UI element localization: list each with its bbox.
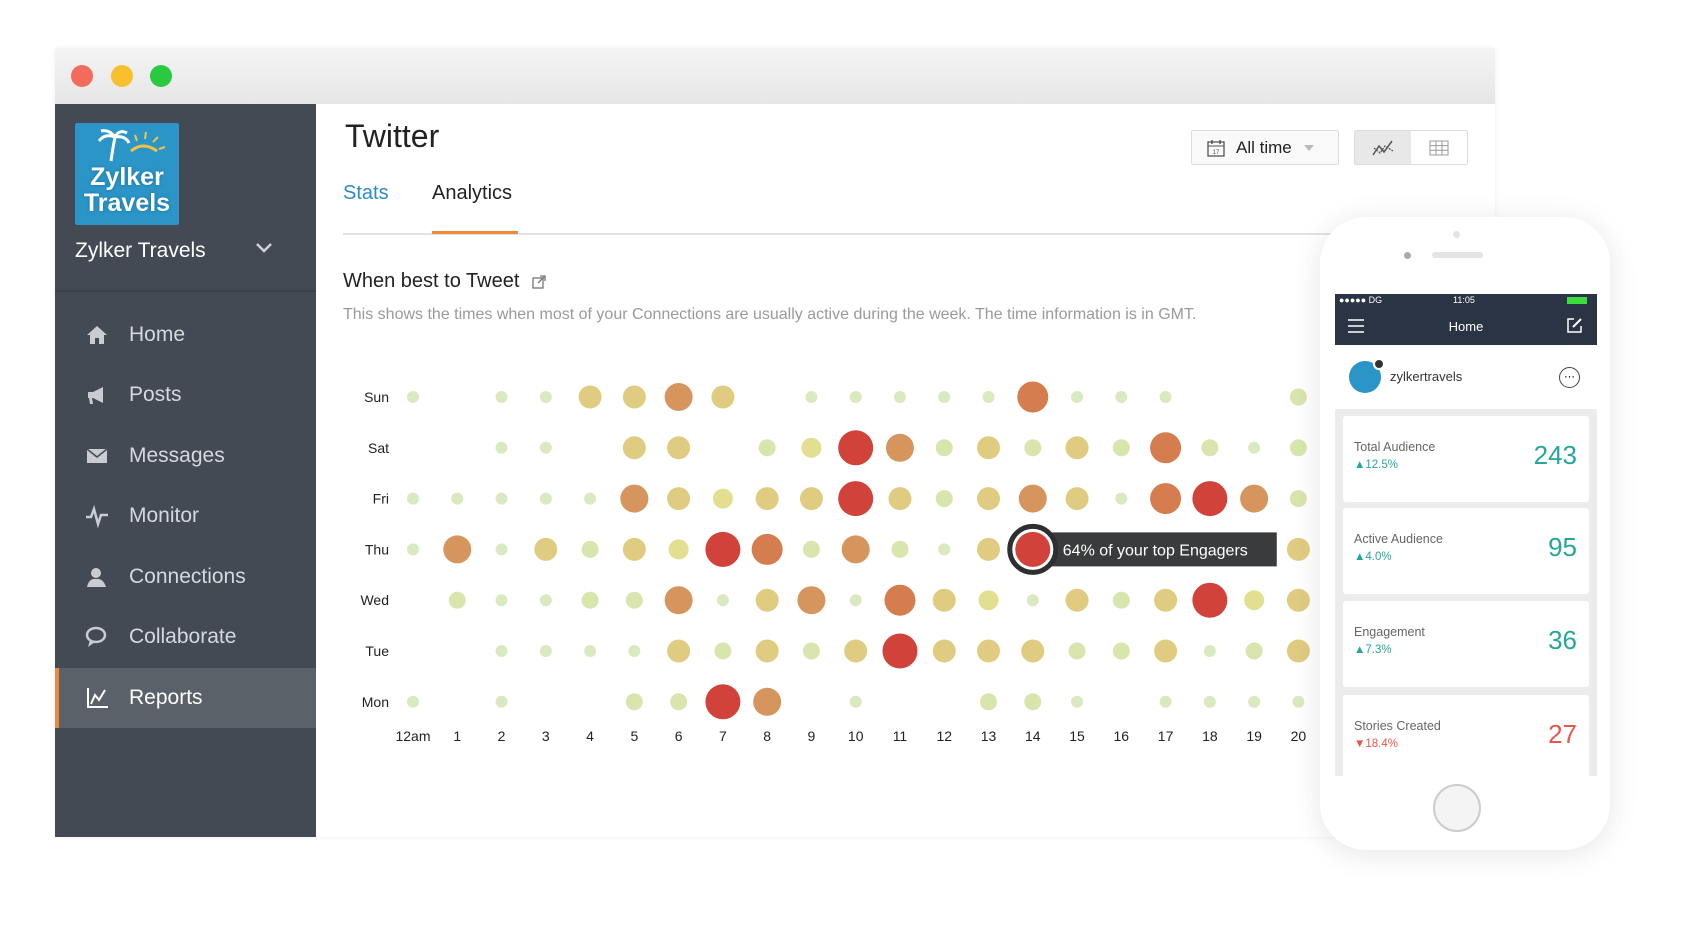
sidebar-item-monitor[interactable]: Monitor [55, 486, 316, 546]
phone-speaker [1432, 252, 1483, 258]
phone-mockup: ●●●●● DG 11:05 Home zylkertravels ⋯ Tota… [1320, 217, 1610, 850]
instagram-badge-icon [1373, 358, 1385, 370]
brand-logo: Zylker Travels [75, 123, 179, 225]
section-title: When best to Tweet [343, 270, 547, 293]
chevron-down-icon[interactable] [252, 236, 276, 260]
external-link-icon[interactable] [532, 274, 547, 289]
tab-analytics[interactable]: Analytics [432, 182, 513, 204]
arrow-up-icon: ▲ [1354, 459, 1366, 471]
sidebar-item-reports[interactable]: Reports [55, 668, 316, 728]
divider [55, 290, 316, 292]
pulse-icon [86, 504, 108, 528]
table-icon [1429, 140, 1449, 155]
section-description: This shows the times when most of your C… [343, 306, 1197, 323]
sidebar-item-posts[interactable]: Posts [55, 365, 316, 425]
user-icon [87, 568, 106, 587]
sidebar-item-connections[interactable]: Connections [55, 547, 316, 607]
phone-nav-bar: Home [1335, 308, 1597, 345]
sidebar-item-collaborate[interactable]: Collaborate [55, 607, 316, 667]
close-window-button[interactable] [71, 65, 93, 87]
svg-text:17: 17 [1213, 150, 1220, 156]
chart-icon [87, 688, 108, 708]
stat-card-engagement[interactable]: Engagement ▲7.3% 36 [1343, 601, 1589, 687]
sidebar-item-home[interactable]: Home [55, 305, 316, 365]
maximize-window-button[interactable] [150, 65, 172, 87]
stat-card-active-audience[interactable]: Active Audience ▲4.0% 95 [1343, 508, 1589, 594]
active-tab-indicator [432, 231, 518, 234]
caret-down-icon [1303, 144, 1314, 151]
status-bar: ●●●●● DG 11:05 [1335, 294, 1597, 308]
brand-name: Zylker Travels [75, 239, 206, 262]
phone-home-button[interactable] [1433, 784, 1481, 832]
stat-card-stories-created[interactable]: Stories Created ▼18.4% 27 [1343, 695, 1589, 776]
app-window: Zylker Travels Zylker Travels Home Posts… [55, 48, 1495, 837]
phone-sensor [1453, 231, 1460, 238]
minimize-window-button[interactable] [111, 65, 133, 87]
phone-screen: ●●●●● DG 11:05 Home zylkertravels ⋯ Tota… [1335, 294, 1597, 776]
home-icon [87, 326, 107, 344]
arrow-down-icon: ▼ [1354, 738, 1366, 750]
calendar-icon: 17 [1207, 139, 1225, 157]
title-bar [55, 48, 1495, 104]
chat-icon [85, 626, 107, 647]
stat-card-total-audience[interactable]: Total Audience ▲12.5% 243 [1343, 416, 1589, 502]
sidebar: Zylker Travels Zylker Travels Home Posts… [55, 104, 316, 837]
hamburger-menu-icon[interactable] [1348, 319, 1364, 333]
phone-camera [1404, 252, 1411, 259]
compose-icon[interactable] [1566, 317, 1583, 334]
arrow-up-icon: ▲ [1354, 644, 1366, 656]
arrow-up-icon: ▲ [1354, 551, 1366, 563]
share-icon[interactable]: ⋯ [1559, 367, 1580, 388]
page-title: Twitter [345, 118, 440, 154]
palm-sun-icon [97, 129, 166, 162]
line-chart-icon [1372, 140, 1394, 155]
table-view-button[interactable] [1411, 131, 1467, 164]
date-range-dropdown[interactable]: 17 All time [1191, 130, 1339, 165]
chart-view-button[interactable] [1355, 131, 1411, 164]
battery-icon [1567, 297, 1587, 304]
sidebar-item-messages[interactable]: Messages [55, 426, 316, 486]
tab-divider [343, 233, 1473, 235]
tab-stats[interactable]: Stats [343, 182, 389, 204]
envelope-icon [86, 448, 108, 463]
profile-row[interactable]: zylkertravels ⋯ [1335, 345, 1597, 409]
megaphone-icon [88, 387, 103, 404]
view-toggle [1354, 130, 1468, 165]
